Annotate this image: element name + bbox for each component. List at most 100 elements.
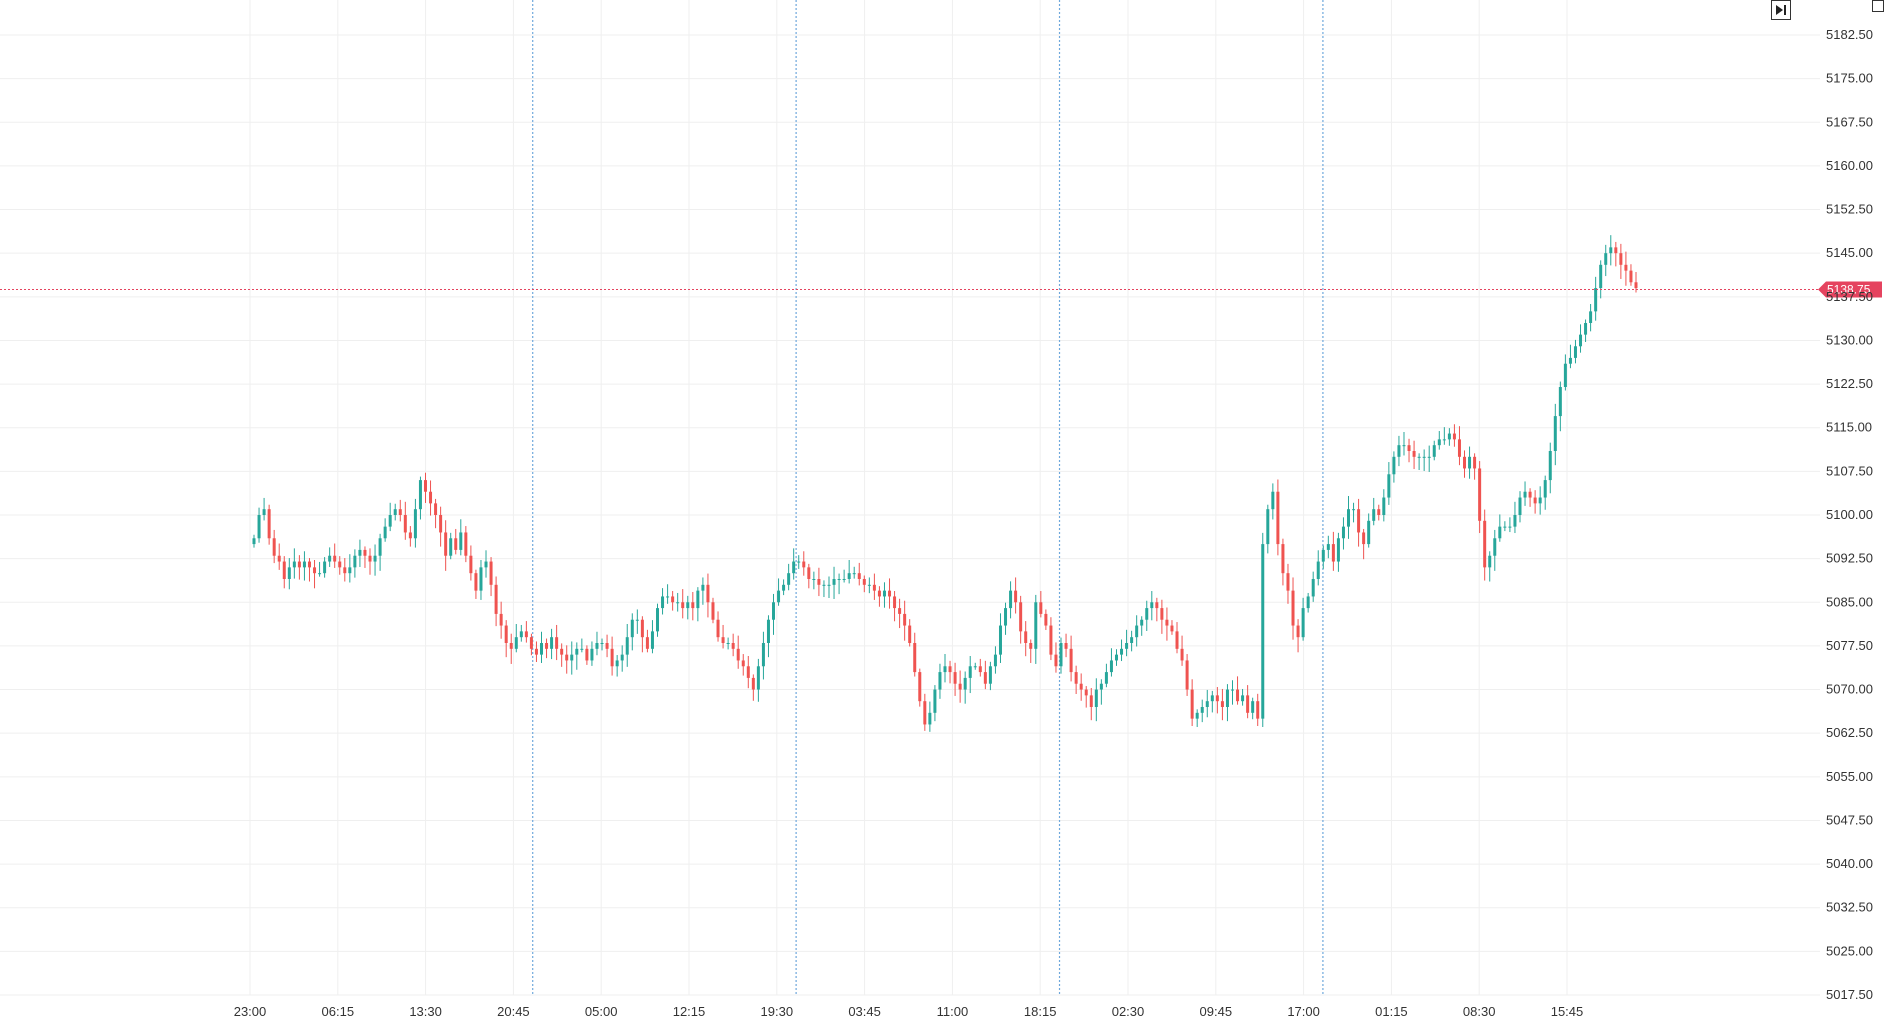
- candle-body: [1064, 643, 1068, 649]
- candle-body: [1584, 323, 1588, 335]
- candle: [620, 645, 624, 672]
- candle-body: [1104, 672, 1108, 684]
- candle: [847, 559, 851, 584]
- candle: [353, 549, 357, 578]
- candle-body: [1029, 643, 1033, 649]
- candle: [1589, 303, 1593, 332]
- skip-to-end-icon[interactable]: [1771, 0, 1791, 20]
- candle: [1468, 446, 1472, 479]
- candle-body: [1412, 451, 1416, 457]
- candle: [973, 662, 977, 670]
- candle: [993, 646, 997, 674]
- candle: [1372, 497, 1376, 526]
- candle: [666, 584, 670, 604]
- candle: [1271, 483, 1275, 520]
- candle-body: [1140, 619, 1144, 626]
- candle: [671, 591, 675, 611]
- candle-body: [1347, 509, 1351, 527]
- candle: [1079, 673, 1083, 701]
- candle-body: [504, 625, 508, 643]
- candle: [252, 534, 256, 548]
- candle: [787, 563, 791, 591]
- x-tick-label: 01:15: [1375, 1004, 1408, 1019]
- candle-body: [1518, 497, 1522, 515]
- candle-body: [605, 643, 609, 649]
- candle-body: [595, 643, 599, 649]
- candle: [272, 529, 276, 564]
- candle-body: [393, 509, 397, 515]
- settings-square-icon[interactable]: [1872, 0, 1884, 12]
- candle: [1483, 509, 1487, 581]
- candle-body: [1452, 433, 1456, 440]
- candle-body: [1533, 497, 1537, 504]
- candle: [792, 548, 796, 580]
- x-tick-label: 20:45: [497, 1004, 530, 1019]
- candle-body: [1089, 695, 1093, 707]
- candle-body: [640, 619, 644, 638]
- candle: [983, 660, 987, 690]
- candle-body: [494, 584, 498, 614]
- candle: [1195, 709, 1199, 727]
- candle-body: [1306, 596, 1310, 609]
- candle: [1513, 501, 1517, 534]
- candle: [1215, 687, 1219, 714]
- candle-body: [1301, 608, 1305, 638]
- candle-body: [1594, 288, 1598, 312]
- candle: [600, 638, 604, 651]
- candle-body: [1256, 701, 1260, 719]
- x-tick-label: 17:00: [1287, 1004, 1320, 1019]
- candle-body: [1624, 264, 1628, 271]
- candle-body: [832, 579, 836, 585]
- candle-body: [1478, 468, 1482, 521]
- candle: [605, 634, 609, 658]
- candle: [711, 597, 715, 624]
- candle-body: [1493, 538, 1497, 556]
- y-tick-label: 5107.50: [1826, 463, 1873, 478]
- candle-body: [297, 561, 301, 568]
- candle: [1594, 276, 1598, 321]
- candle-body: [716, 619, 720, 638]
- candle-body: [615, 660, 619, 667]
- candle: [282, 556, 286, 589]
- candle-body: [787, 573, 791, 585]
- candle-body: [1634, 282, 1638, 289]
- time-axis[interactable]: 23:00 06:15 13:30 20:45 05:00 12:15 19:30 03:45…: [234, 1004, 1584, 1019]
- candle: [812, 571, 816, 590]
- candle-body: [1094, 689, 1098, 707]
- candle-body: [696, 590, 700, 609]
- candle: [978, 658, 982, 677]
- candle: [948, 660, 952, 684]
- candle: [686, 595, 690, 620]
- price-axis[interactable]: 5182.50 5175.00 5167.50 5160.00 5152.50 5145.…: [1826, 27, 1873, 1002]
- candle: [1114, 649, 1118, 666]
- candle: [1437, 431, 1441, 450]
- candle: [1286, 563, 1290, 604]
- candle: [716, 611, 720, 642]
- candle-body: [842, 579, 846, 580]
- candle: [1246, 685, 1250, 719]
- candle-body: [882, 590, 886, 597]
- candle: [877, 586, 881, 607]
- candle: [615, 655, 619, 677]
- candle: [928, 701, 932, 732]
- x-tick-label: 15:45: [1551, 1004, 1584, 1019]
- candle: [1200, 699, 1204, 723]
- candle-body: [464, 532, 468, 556]
- candle: [1382, 489, 1386, 522]
- candle: [1417, 453, 1421, 471]
- candle-body: [645, 637, 649, 649]
- candle: [398, 499, 402, 522]
- candle: [1225, 684, 1229, 722]
- candle-body: [978, 666, 982, 673]
- candle-body: [923, 701, 927, 725]
- candle: [650, 620, 654, 654]
- candle-body: [459, 532, 463, 550]
- candle: [408, 526, 412, 547]
- candle: [1089, 687, 1093, 721]
- candle: [570, 641, 574, 675]
- candle-body: [1200, 707, 1204, 713]
- candle-body: [1367, 520, 1371, 545]
- candle-body: [1185, 660, 1189, 690]
